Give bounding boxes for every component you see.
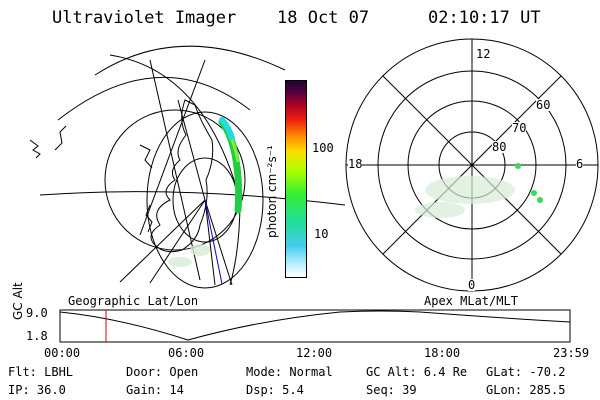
x-tick-1800: 18:00 bbox=[424, 346, 461, 360]
info-glat: GLat: -70.2 bbox=[486, 365, 566, 379]
colorbar-tick-100: 100 bbox=[312, 141, 334, 155]
mlt-label-0: 0 bbox=[468, 278, 476, 292]
polar-aurora-points bbox=[515, 163, 543, 203]
grid-meridian bbox=[204, 199, 216, 286]
info-seq: Seq: 39 bbox=[366, 383, 417, 397]
track-line bbox=[204, 199, 223, 285]
earth-limb bbox=[104, 109, 246, 251]
polar-diagonal bbox=[382, 75, 562, 255]
info-ip: IP: 36.0 bbox=[8, 383, 66, 397]
coastline bbox=[29, 99, 214, 253]
altitude-curve bbox=[59, 310, 571, 341]
info-dsp: Dsp: 5.4 bbox=[246, 383, 304, 397]
info-flt: Flt: LBHL bbox=[8, 365, 74, 379]
colorbar-tick-10: 10 bbox=[314, 227, 329, 241]
geo-panel-label: Geographic Lat/Lon bbox=[68, 294, 199, 308]
altitude-ymin: 1.8 bbox=[26, 329, 48, 343]
altitude-ymax: 9.0 bbox=[26, 306, 48, 320]
mlat-label-80: 80 bbox=[492, 140, 507, 154]
grid-meridian bbox=[177, 99, 206, 201]
aurora-emission bbox=[218, 117, 243, 214]
date-label: 18 Oct 07 bbox=[277, 8, 370, 28]
grid-meridian bbox=[149, 59, 201, 281]
mlat-label-70: 70 bbox=[512, 121, 527, 135]
altitude-ylabel: GC Alt bbox=[11, 282, 25, 320]
x-tick-2359: 23:59 bbox=[553, 346, 590, 360]
mlt-label-12: 12 bbox=[476, 47, 491, 61]
x-tick-0000: 00:00 bbox=[44, 346, 81, 360]
polar-haze bbox=[415, 176, 515, 218]
polar-panel-label: Apex MLat/MLT bbox=[424, 294, 518, 308]
info-gcalt: GC Alt: 6.4 Re bbox=[366, 365, 468, 379]
info-gain: Gain: 14 bbox=[126, 383, 184, 397]
mlt-label-6: 6 bbox=[576, 157, 584, 171]
altitude-frame bbox=[59, 309, 571, 343]
grid-parallel bbox=[94, 45, 286, 76]
mlt-label-18: 18 bbox=[348, 157, 363, 171]
x-tick-0600: 06:00 bbox=[168, 346, 205, 360]
grid-meridian bbox=[204, 199, 233, 286]
grid-parallel bbox=[146, 111, 264, 289]
colorbar bbox=[285, 80, 307, 278]
grid-meridian bbox=[139, 59, 206, 236]
grid-meridian bbox=[109, 54, 241, 286]
grid-meridian bbox=[149, 199, 206, 284]
instrument-title: Ultraviolet Imager bbox=[52, 8, 237, 28]
info-door: Door: Open bbox=[126, 365, 199, 379]
airglow-haze bbox=[168, 244, 210, 267]
mlat-label-60: 60 bbox=[536, 98, 551, 112]
grid-meridian bbox=[119, 199, 206, 283]
info-glon: GLon: 285.5 bbox=[486, 383, 566, 397]
time-label: 02:10:17 UT bbox=[428, 8, 541, 28]
info-mode: Mode: Normal bbox=[246, 365, 333, 379]
grid-parallel bbox=[57, 76, 251, 121]
x-tick-1200: 12:00 bbox=[296, 346, 333, 360]
